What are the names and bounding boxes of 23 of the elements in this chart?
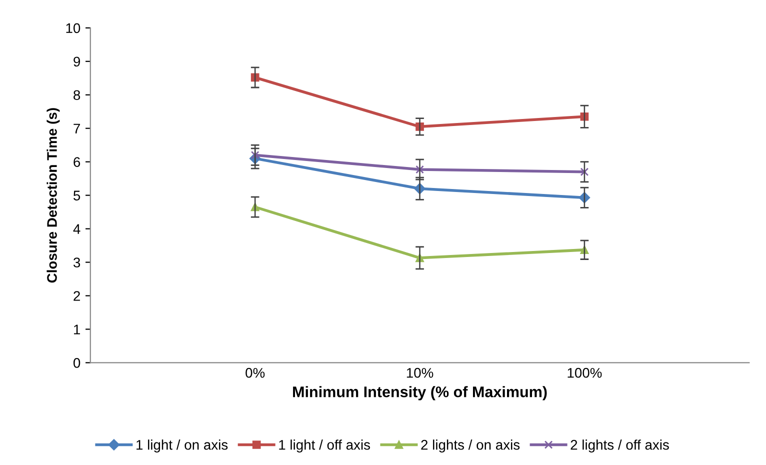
point [250,150,260,160]
y-tick-label: 9 [74,56,80,67]
y-tick-label: 0 [73,358,80,368]
y-tick-label: 5 [74,190,80,200]
y-tick-label: 8 [74,90,80,100]
x-tick-label: 0% [246,368,265,378]
y-tick-label: 10 [66,23,80,34]
y-tick-label: 7 [74,124,80,134]
x-tick-label: 100% [568,368,602,378]
x-tick-label: 10% [406,368,434,378]
point [416,165,424,174]
y-tick-label: 4 [73,224,80,234]
legend-label: 2 lights / on axis [421,440,520,452]
y-tick-label: 2 [74,291,80,301]
y-axis-title: Closure Detection Time (s) [46,108,60,283]
y-tick-label: 3 [73,258,80,268]
point [580,168,589,176]
legend-label: 1 light / off axis [279,440,370,452]
y-tick-label: 6 [74,157,80,167]
legend-label: 1 light / on axis [136,440,228,452]
y-tick-label: 1 [74,324,80,334]
legend-label: 2 lights / off axis [570,440,669,452]
x-axis-title: Minimum Intensity (% of Maximum) [293,386,547,400]
